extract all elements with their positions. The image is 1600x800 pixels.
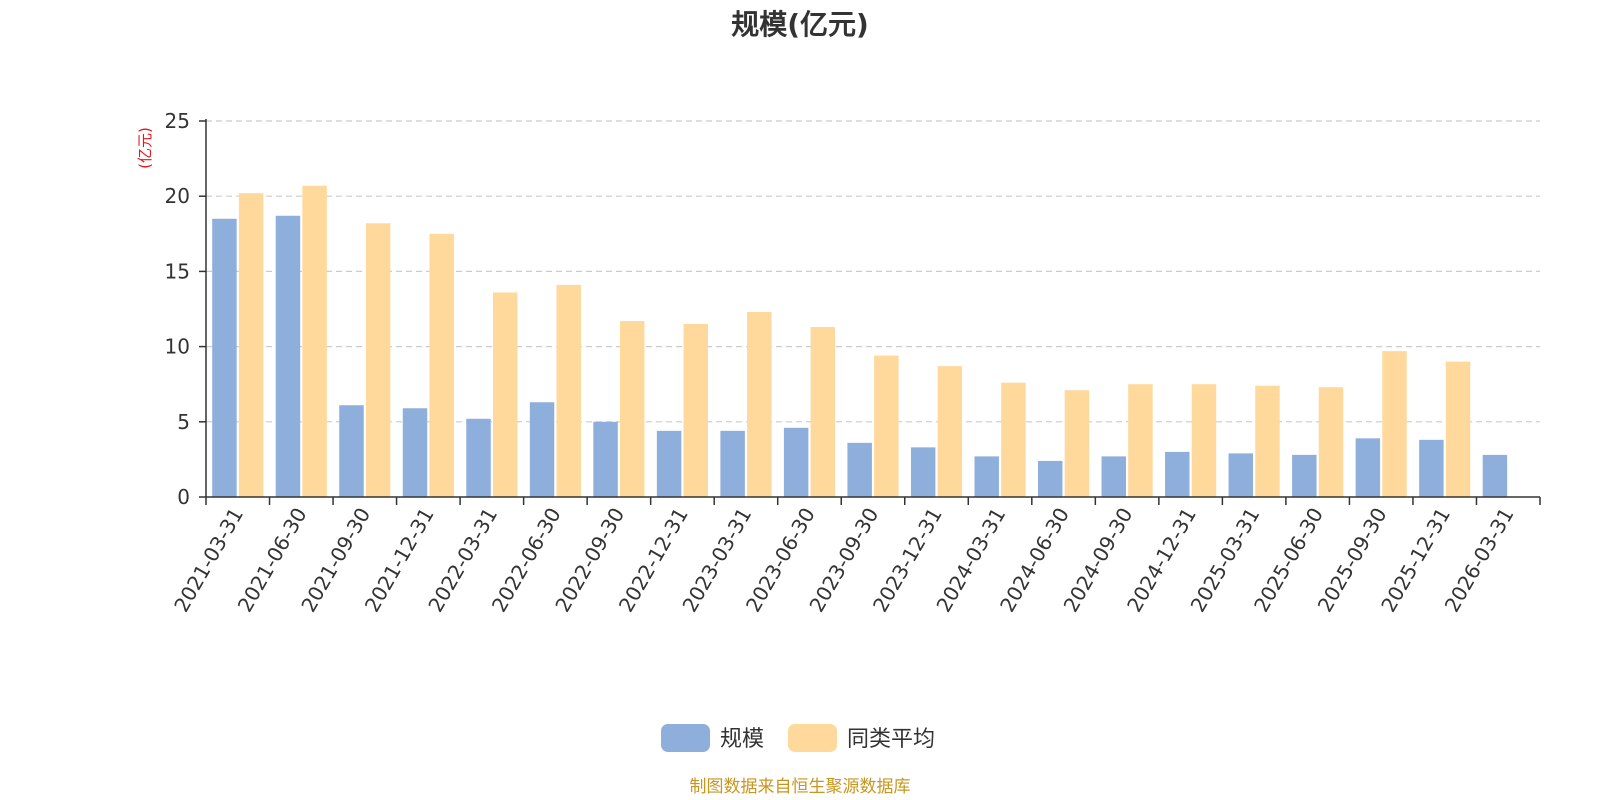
bar-peer-average [1318, 387, 1344, 497]
y-axis-unit-label: (亿元) [136, 127, 154, 169]
bar-peer-average [1064, 390, 1090, 497]
bar-peer-average [1191, 384, 1217, 497]
legend: 规模 同类平均 [661, 724, 935, 752]
bar-peer-average [683, 324, 708, 497]
bar-peer-average [238, 193, 264, 497]
bar-scale [1355, 438, 1381, 497]
bar-scale [402, 408, 428, 497]
bar-scale [529, 402, 555, 497]
bar-peer-average [620, 321, 645, 497]
bar-peer-average [429, 233, 454, 498]
bar-peer-average [492, 292, 518, 497]
bar-scale [1038, 460, 1063, 497]
bar-peer-average [1445, 361, 1471, 497]
legend-item-peer-average-swatch [788, 724, 837, 752]
y-tick-label: 0 [177, 485, 190, 509]
bar-scale [466, 418, 491, 497]
bar-scale [339, 405, 364, 497]
bar-scale [275, 215, 301, 497]
legend-item-peer-average-label: 同类平均 [847, 727, 935, 752]
y-tick-labels: 0 5 10 15 20 25 [165, 109, 190, 509]
bar-peer-average [1255, 385, 1280, 497]
bar-peer-average [1382, 351, 1407, 497]
y-tick-label: 10 [165, 335, 190, 359]
y-tick-label: 25 [165, 109, 190, 133]
bar-scale [974, 456, 999, 497]
bar-scale [212, 218, 237, 497]
bar-peer-average [556, 284, 581, 497]
bar-scale [656, 430, 682, 497]
x-tick-labels: 2021-03-312021-06-302021-09-302021-12-31… [169, 504, 1518, 617]
y-tick-label: 5 [177, 410, 190, 434]
legend-item-scale-label: 规模 [720, 727, 764, 752]
legend-item-scale-swatch [661, 724, 710, 752]
chart-title: 规模(亿元) [731, 8, 869, 41]
bar-peer-average [874, 355, 899, 497]
bar-peer-average [747, 312, 772, 497]
bar-peer-average [810, 327, 836, 497]
bar-peer-average [1001, 382, 1026, 497]
bar-scale [720, 430, 745, 497]
bar-peer-average [365, 223, 391, 497]
bar-peer-average [1128, 384, 1153, 497]
bar-scale [1101, 456, 1126, 497]
bar-scale [910, 447, 936, 497]
bar-scale [783, 427, 809, 497]
bar-peer-average [937, 366, 963, 497]
bar-peer-average [302, 185, 327, 497]
bar-scale [1228, 453, 1254, 497]
bar-scale [847, 442, 872, 497]
bar-scale [1292, 454, 1317, 497]
y-tick-label: 20 [165, 184, 190, 208]
y-tick-label: 15 [165, 259, 190, 283]
grid-lines [206, 120, 1540, 423]
axes [199, 119, 1541, 505]
bar-scale [1419, 439, 1444, 497]
bar-scale [1482, 454, 1508, 497]
bars [212, 185, 1508, 498]
bar-scale [593, 421, 618, 497]
data-source-note: 制图数据来自恒生聚源数据库 [690, 777, 911, 797]
bar-scale [1165, 451, 1190, 497]
